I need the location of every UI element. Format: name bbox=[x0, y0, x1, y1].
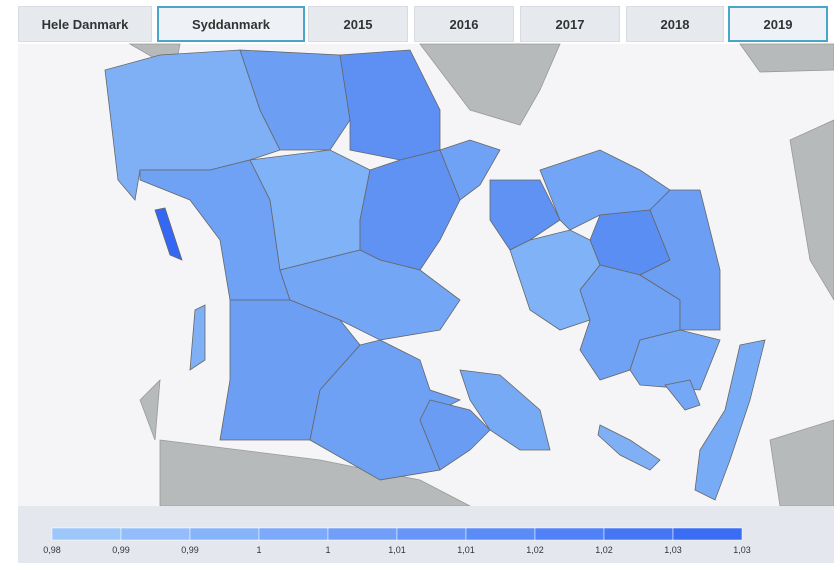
tab[interactable]: 2015 bbox=[308, 6, 408, 42]
legend-swatch bbox=[51, 527, 122, 541]
legend-swatch bbox=[465, 527, 536, 541]
legend-label: 1,01 bbox=[388, 545, 406, 555]
municipality bbox=[154, 207, 183, 261]
municipality bbox=[459, 369, 551, 451]
legend-label: 1 bbox=[256, 545, 261, 555]
municipality bbox=[597, 424, 661, 471]
legend-label: 1,01 bbox=[457, 545, 475, 555]
legend-swatch bbox=[534, 527, 605, 541]
legend-label: 1,03 bbox=[664, 545, 682, 555]
municipality bbox=[439, 139, 501, 201]
legend-swatch bbox=[672, 527, 743, 541]
legend-swatch bbox=[603, 527, 674, 541]
legend-swatch bbox=[327, 527, 398, 541]
municipality bbox=[629, 329, 721, 391]
legend-label: 1 bbox=[325, 545, 330, 555]
tab[interactable]: 2016 bbox=[414, 6, 514, 42]
legend-swatch bbox=[258, 527, 329, 541]
municipality bbox=[359, 149, 461, 271]
municipality bbox=[189, 304, 206, 371]
legend-label: 0,99 bbox=[112, 545, 130, 555]
tab[interactable]: Hele Danmark bbox=[18, 6, 152, 42]
municipality bbox=[694, 339, 766, 501]
land bbox=[739, 43, 834, 73]
tab[interactable]: Syddanmark bbox=[157, 6, 305, 42]
legend-swatch bbox=[120, 527, 191, 541]
tab[interactable]: 2017 bbox=[520, 6, 620, 42]
land bbox=[789, 119, 834, 301]
legend-label: 0,99 bbox=[181, 545, 199, 555]
legend: 0,98 0,99 0,99 1 1 1,01 1,01 1,02 1,02 1,03 1,03 bbox=[43, 527, 751, 555]
land bbox=[769, 419, 834, 507]
legend-label: 0,98 bbox=[43, 545, 61, 555]
tab[interactable]: 2019 bbox=[728, 6, 828, 42]
legend-label: 1,02 bbox=[526, 545, 544, 555]
land bbox=[159, 439, 471, 507]
legend-swatch bbox=[396, 527, 467, 541]
legend-label: 1,03 bbox=[733, 545, 751, 555]
municipality bbox=[419, 399, 491, 471]
land bbox=[139, 378, 161, 441]
legend-swatch bbox=[189, 527, 260, 541]
municipality bbox=[664, 379, 701, 411]
land bbox=[419, 43, 561, 126]
legend-label: 1,02 bbox=[595, 545, 613, 555]
tab[interactable]: 2018 bbox=[626, 6, 724, 42]
